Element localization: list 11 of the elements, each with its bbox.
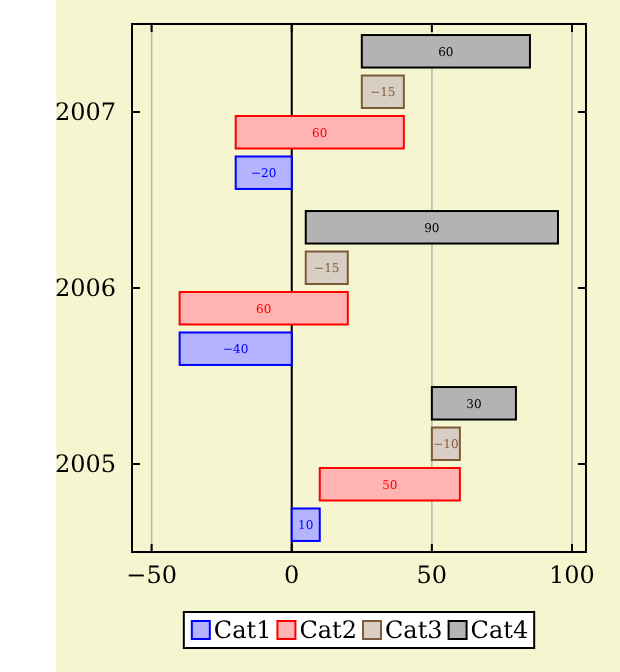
x-tick-label: 0 bbox=[284, 561, 300, 590]
x-tick-label: 100 bbox=[549, 561, 595, 590]
y-tick-label: 2007 bbox=[54, 97, 116, 126]
legend-label: Cat1 bbox=[213, 616, 272, 644]
legend-label: Cat4 bbox=[470, 616, 529, 644]
y-tick-label: 2005 bbox=[54, 449, 116, 478]
legend-label: Cat3 bbox=[385, 616, 443, 644]
y-tick-label: 2006 bbox=[54, 273, 116, 302]
x-tick-label: −50 bbox=[126, 561, 177, 590]
legend-label: Cat2 bbox=[299, 616, 357, 644]
x-tick-label: 50 bbox=[416, 561, 448, 590]
